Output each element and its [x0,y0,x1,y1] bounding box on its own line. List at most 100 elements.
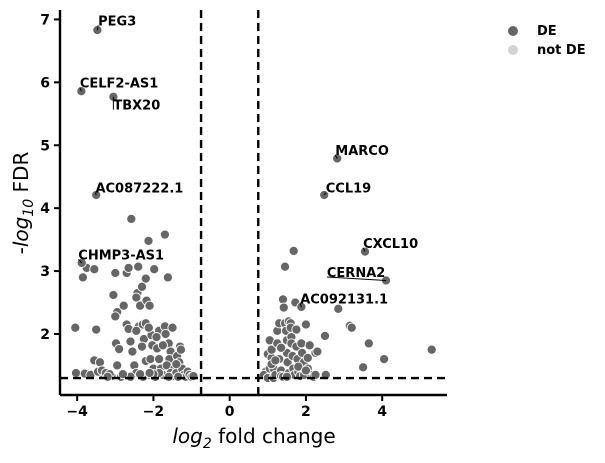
data-point [131,292,142,303]
data-point [145,354,156,365]
gene-label-connector [79,87,82,92]
data-point [296,338,307,349]
data-point [312,346,323,357]
data-point [188,371,199,382]
data-point [125,336,136,347]
data-point [363,338,374,349]
gene-label: PEG3 [98,14,136,29]
data-point [304,340,315,351]
data-point [319,330,331,341]
data-point [117,369,128,380]
gene-label: AC092131.1 [300,292,388,307]
gene-label: CCL19 [326,182,371,197]
gene-label-connector [77,258,83,264]
data-point [160,328,171,340]
data-point [163,371,174,382]
y-tick-label: 7 [40,12,50,28]
data-point [143,235,154,246]
data-point [118,300,129,311]
legend-marker-de [507,25,519,37]
data-point [167,322,178,333]
axis-ticks: −4 −2 0 2 4 2 3 4 5 6 7 [40,12,387,420]
data-point [140,273,151,284]
data-point [91,324,102,335]
data-point [110,311,121,322]
legend-marker-not-de [507,44,519,56]
data-point [279,261,291,272]
y-tick-label: 2 [40,327,50,343]
legend: DE not DE [507,24,586,58]
gene-label-connector [94,192,97,196]
axes [58,10,447,397]
data-point [270,355,281,366]
labeled-gene-point [76,86,87,97]
data-point [144,367,155,379]
gene-label-connector [334,154,338,159]
x-tick-label: −2 [143,404,164,420]
data-point [114,344,125,355]
data-point [291,324,302,335]
data-point [162,272,173,283]
gene-labels: PEG3 CELF2-AS1 TBX20 AC087222.1 CHMP3-AS1 MAR… [77,14,418,307]
gene-label: CERNA2 [327,266,385,281]
data-points [70,25,437,384]
data-point [159,229,170,240]
data-point [173,371,184,382]
gene-label: MARCO [335,144,389,159]
data-point [358,362,369,373]
data-point [266,344,277,355]
x-axis-title: log2 fold change [172,424,335,452]
data-point [426,344,437,355]
data-point [127,346,138,357]
labeled-gene-point [332,153,343,164]
y-axis-title: -log10 FDR [9,152,37,255]
data-point [149,264,160,275]
gene-label-connector [326,276,387,282]
gene-label: CXCL10 [363,237,418,252]
data-point [136,281,148,292]
data-point [70,322,81,333]
x-tick-label: −4 [66,404,88,420]
y-tick-label: 4 [40,201,50,217]
y-tick-label: 5 [40,138,50,154]
data-point [281,371,292,382]
data-point [102,371,113,382]
x-tick-label: 4 [377,404,387,420]
data-point [157,340,168,351]
y-tick-label: 3 [40,264,50,280]
data-point [171,359,182,370]
data-point [133,261,144,272]
data-point [77,272,88,283]
data-point [123,262,134,273]
gene-label: AC087222.1 [95,182,183,197]
data-point [379,354,390,365]
data-point [70,367,82,379]
data-point [110,267,121,279]
data-point [131,325,142,336]
data-point [278,302,289,313]
data-point [333,303,344,314]
data-point [288,245,299,256]
data-point [108,289,119,301]
x-tick-label: 0 [225,404,235,420]
gene-label: CHMP3-AS1 [78,248,164,263]
gene-label-connector [323,192,327,196]
labeled-gene-point [359,246,371,257]
labeled-gene-point [91,189,102,201]
gene-label: TBX20 [113,99,160,114]
data-point [126,213,137,224]
data-point [276,342,287,353]
data-point [143,322,154,333]
labeled-gene-point [319,189,330,201]
threshold-lines [60,10,447,395]
data-point [151,332,162,343]
data-point [300,365,311,376]
data-point [300,319,311,330]
gene-label: CELF2-AS1 [80,77,159,92]
legend-label-not-de: not DE [537,43,586,58]
data-point [346,322,357,333]
x-tick-label: 2 [301,404,311,420]
data-point [136,341,148,352]
data-point [89,264,100,275]
